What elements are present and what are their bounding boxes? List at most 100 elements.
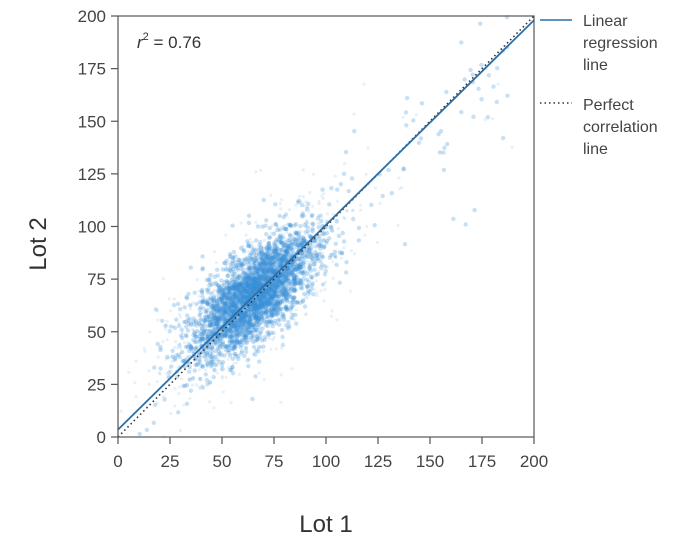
scatter-point — [386, 167, 391, 173]
scatter-point — [331, 276, 335, 280]
scatter-point — [230, 309, 234, 314]
scatter-point — [301, 277, 306, 282]
legend-regression-label: Linear regression line — [583, 13, 662, 74]
scatter-point — [500, 135, 506, 141]
scatter-point — [496, 82, 500, 86]
scatter-point — [266, 286, 272, 291]
scatter-point — [282, 287, 286, 291]
scatter-point — [315, 271, 321, 277]
scatter-point — [267, 283, 272, 289]
scatter-point — [271, 231, 276, 237]
scatter-point — [234, 340, 240, 345]
scatter-point — [303, 252, 308, 258]
scatter-point — [279, 327, 285, 333]
scatter-point — [266, 252, 271, 256]
scatter-point — [288, 237, 293, 243]
scatter-point — [215, 273, 220, 278]
scatter-point — [163, 323, 168, 329]
scatter-point — [277, 317, 283, 322]
scatter-point — [239, 288, 244, 293]
scatter-point — [250, 271, 256, 276]
scatter-point — [252, 327, 257, 333]
scatter-point — [193, 339, 198, 344]
scatter-point — [209, 310, 214, 315]
scatter-point — [242, 286, 246, 290]
scatter-point — [281, 233, 285, 237]
scatter-point — [201, 318, 206, 323]
x-tick-label: 100 — [312, 452, 340, 471]
scatter-point — [331, 260, 335, 264]
scatter-point — [258, 282, 263, 288]
scatter-point — [227, 287, 232, 292]
scatter-point — [259, 261, 264, 267]
scatter-point — [204, 377, 210, 383]
scatter-point — [214, 298, 219, 303]
scatter-point — [212, 250, 217, 254]
scatter-point — [274, 265, 278, 269]
scatter-point — [236, 285, 241, 290]
scatter-point — [251, 276, 256, 281]
scatter-point — [330, 309, 334, 313]
scatter-point — [285, 272, 290, 277]
scatter-point — [265, 289, 271, 295]
scatter-point — [294, 267, 299, 272]
scatter-point — [223, 304, 227, 308]
scatter-point — [268, 310, 274, 315]
scatter-point — [380, 193, 385, 199]
scatter-point — [397, 176, 401, 180]
scatter-point — [288, 208, 292, 212]
scatter-point — [309, 251, 315, 256]
scatter-point — [286, 272, 291, 278]
scatter-point — [260, 295, 265, 300]
scatter-point — [198, 358, 202, 362]
scatter-point — [254, 278, 259, 283]
x-tick-label: 125 — [364, 452, 392, 471]
scatter-point — [284, 274, 289, 279]
scatter-point — [243, 334, 248, 339]
scatter-point — [170, 355, 174, 359]
scatter-point — [245, 358, 250, 363]
scatter-point — [252, 325, 257, 330]
scatter-point — [265, 287, 271, 292]
scatter-point — [133, 381, 137, 385]
scatter-point — [275, 279, 280, 285]
scatter-point — [261, 294, 266, 299]
scatter-point — [232, 259, 238, 264]
scatter-point — [238, 290, 243, 296]
scatter-point — [302, 230, 306, 234]
scatter-point — [249, 301, 254, 307]
scatter-point — [302, 239, 306, 243]
scatter-point — [196, 357, 202, 362]
scatter-point — [268, 318, 273, 324]
scatter-point — [320, 231, 325, 236]
scatter-point — [239, 318, 244, 323]
scatter-point — [280, 278, 286, 284]
scatter-point — [340, 230, 345, 236]
scatter-point — [223, 287, 228, 292]
scatter-point — [193, 318, 199, 324]
scatter-point — [250, 334, 254, 338]
scatter-point — [320, 262, 325, 267]
scatter-point — [272, 336, 276, 340]
scatter-point — [188, 307, 193, 311]
scatter-point — [220, 293, 225, 298]
x-axis: 0 25 50 75 100 125 150 175 200 — [113, 437, 548, 471]
scatter-point — [261, 303, 267, 308]
scatter-point — [241, 257, 246, 263]
scatter-point — [301, 261, 306, 266]
scatter-point — [182, 403, 186, 407]
scatter-point — [245, 321, 251, 326]
scatter-point — [223, 343, 228, 349]
scatter-point — [248, 261, 252, 265]
scatter-point — [284, 249, 289, 254]
scatter-point — [178, 307, 183, 312]
scatter-point — [198, 387, 202, 391]
scatter-point — [260, 289, 266, 294]
scatter-point — [205, 334, 210, 340]
scatter-point — [359, 208, 363, 212]
scatter-point — [257, 344, 262, 350]
scatter-point — [252, 318, 258, 323]
scatter-point — [119, 409, 123, 413]
scatter-point — [260, 257, 264, 261]
scatter-point — [190, 383, 194, 387]
